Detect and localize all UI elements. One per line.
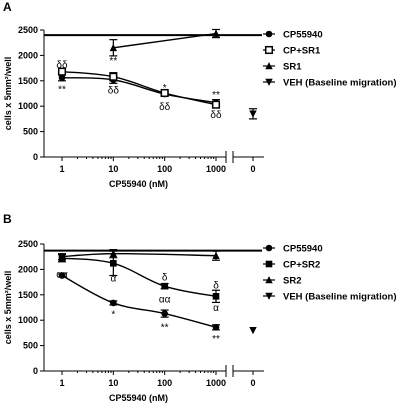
- significance-annotation: δ: [162, 273, 168, 284]
- significance-annotation: δδ: [108, 85, 120, 96]
- data-point: [160, 88, 169, 98]
- y-tick-label: 1500: [18, 290, 38, 300]
- significance-annotation: αα: [56, 269, 68, 280]
- y-tick-label: 2500: [18, 239, 38, 249]
- data-point: [58, 252, 66, 260]
- significance-annotation: **: [212, 90, 220, 101]
- series-curve: [61, 70, 217, 106]
- legend-label: VEH (Baseline migration): [283, 292, 397, 303]
- legend-label: VEH (Baseline migration): [283, 78, 397, 89]
- significance-annotation: *: [163, 83, 167, 94]
- significance-annotation: δδ: [210, 110, 222, 121]
- y-tick-label: 500: [23, 341, 38, 351]
- x-tick-label: 10: [108, 164, 118, 174]
- y-tick-label: 1000: [18, 315, 38, 325]
- legend-marker: [265, 78, 273, 86]
- data-point: [109, 249, 118, 257]
- data-point: [110, 260, 117, 267]
- series-curve: [61, 252, 217, 258]
- panel-label: B: [3, 212, 12, 226]
- y-tick-label: 0: [33, 152, 38, 162]
- significance-annotation: δ: [213, 281, 219, 292]
- data-point: [249, 327, 257, 335]
- legend-label: CP+SR2: [283, 260, 320, 271]
- legend-marker: [265, 292, 273, 300]
- y-tick-label: 2500: [18, 25, 38, 35]
- legend-marker: [264, 45, 274, 55]
- data-point: [109, 43, 118, 52]
- x-tick-label: 0: [250, 164, 255, 174]
- legend-marker: [265, 276, 273, 284]
- x-tick-label: 1: [59, 378, 64, 388]
- data-point: [212, 29, 220, 37]
- significance-annotation: **: [161, 322, 169, 333]
- significance-annotation: δδ: [159, 102, 171, 113]
- data-point: [249, 110, 257, 118]
- data-point: [161, 282, 168, 290]
- significance-annotation: *: [111, 310, 115, 321]
- data-point: [211, 100, 221, 109]
- data-point: [161, 310, 168, 317]
- significance-annotation: **: [109, 56, 117, 67]
- series-curve: [61, 274, 217, 328]
- x-axis-label: CP55940 (nM): [109, 393, 168, 403]
- x-axis-label: CP55940 (nM): [109, 179, 168, 189]
- series-curve: [61, 257, 217, 298]
- y-axis-label: cells x 5mm²/well: [3, 271, 13, 345]
- legend-label: CP55940: [283, 30, 323, 41]
- significance-annotation: αα: [159, 294, 171, 305]
- series-curve: [61, 77, 217, 104]
- panel-label: A: [3, 0, 12, 14]
- data-point: [109, 72, 118, 81]
- significance-annotation: α: [213, 303, 219, 314]
- significance-annotation: α: [110, 274, 116, 285]
- legend-marker: [265, 260, 273, 268]
- data-point: [110, 299, 117, 307]
- series-curve: [113, 32, 217, 49]
- x-tick-label: 1000: [206, 378, 226, 388]
- significance-annotation: δδ: [56, 60, 68, 71]
- y-tick-label: 2000: [18, 50, 38, 60]
- y-tick-label: 0: [33, 366, 38, 376]
- x-tick-label: 100: [157, 164, 172, 174]
- data-point: [57, 67, 67, 76]
- y-tick-label: 2000: [18, 264, 38, 274]
- data-point: [212, 251, 220, 259]
- legend-marker: [265, 62, 273, 70]
- data-point: [212, 293, 220, 300]
- legend-label: SR1: [283, 62, 302, 73]
- x-tick-label: 10: [108, 378, 118, 388]
- y-tick-label: 500: [23, 127, 38, 137]
- x-tick-label: 1000: [206, 164, 226, 174]
- y-axis-label: cells x 5mm²/well: [3, 57, 13, 131]
- legend-marker: [265, 30, 273, 38]
- data-point: [58, 74, 66, 82]
- legend-label: SR2: [283, 276, 301, 287]
- y-tick-label: 1500: [18, 76, 38, 86]
- x-tick-label: 100: [157, 378, 172, 388]
- data-point: [58, 272, 66, 279]
- x-tick-label: 0: [250, 378, 255, 388]
- data-point: [212, 324, 220, 331]
- y-tick-label: 1000: [18, 101, 38, 111]
- x-tick-label: 1: [59, 164, 64, 174]
- significance-annotation: **: [58, 84, 66, 95]
- legend-label: CP+SR1: [283, 46, 321, 57]
- legend-marker: [265, 244, 273, 252]
- significance-annotation: **: [212, 334, 220, 345]
- legend-label: CP55940: [283, 244, 323, 255]
